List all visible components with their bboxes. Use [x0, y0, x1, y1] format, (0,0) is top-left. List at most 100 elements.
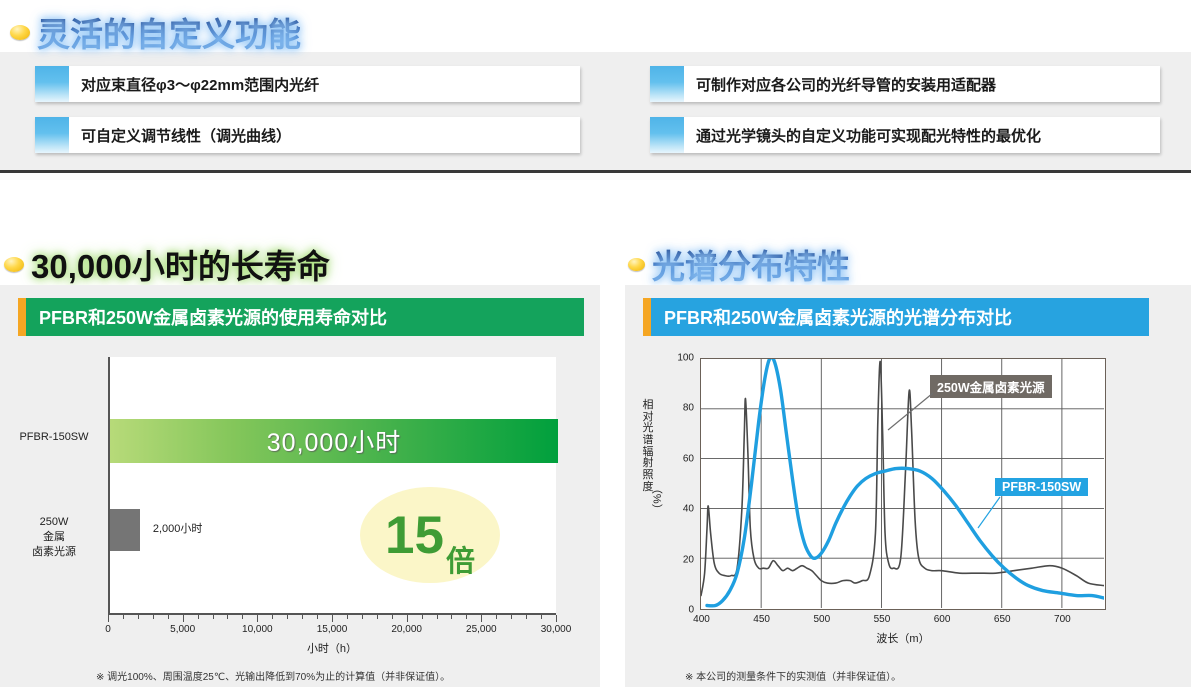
spectrum-y-tick-label: 100 [677, 352, 694, 364]
heading-custom-features-label: 灵活的自定义功能 [37, 8, 301, 56]
feature-label: 可自定义调节线性（调光曲线） [81, 127, 292, 145]
bar-minor-tick [361, 615, 363, 619]
callout-pfbr: PFBR-150SW [995, 478, 1089, 496]
bar-pfbr: 30,000小时 [110, 419, 558, 463]
spectrum-y-axis-title: 相对光谱辐射照度（%） [642, 399, 663, 515]
banner-accent-bar [643, 298, 651, 336]
feature-swatch-icon [35, 117, 69, 153]
callout-metal-halide: 250W金属卤素光源 [930, 375, 1052, 398]
oval-bullet-icon [10, 24, 30, 40]
bar-minor-tick [152, 615, 154, 619]
bar-category-text-line1: 250W [39, 516, 69, 528]
bar-minor-tick [391, 615, 393, 619]
bar-minor-tick [212, 615, 214, 619]
spectrum-y-tick-label: 60 [682, 453, 694, 465]
bar-minor-tick [287, 615, 289, 619]
heading-lifetime-label: 30,000小时的长寿命 [31, 248, 330, 285]
bar-minor-tick [466, 615, 468, 619]
spectrum-x-tick-label: 400 [693, 614, 710, 625]
bar-x-tick-label: 15,000 [316, 624, 348, 635]
bar-major-tick [556, 615, 557, 622]
bar-minor-tick [421, 615, 423, 619]
spectrum-x-axis-title: 波长（m） [876, 633, 930, 645]
spectrum-x-tick-label: 600 [933, 614, 951, 625]
bar-minor-tick [227, 615, 229, 619]
spectrum-banner-label: PFBR和250W金属卤素光源的光谱分布对比 [664, 308, 1013, 328]
bar-minor-tick [436, 615, 438, 619]
bar-major-tick [257, 615, 259, 622]
bar-category-label-1: 250W 金属 卤素光源 [8, 515, 100, 560]
section-divider [0, 170, 1191, 173]
bar-minor-tick [167, 615, 169, 619]
feature-label: 通过光学镜头的自定义功能可实现配光特性的最优化 [696, 127, 1042, 145]
feature-label: 可制作对应各公司的光纤导管的安装用适配器 [696, 76, 997, 94]
feature-swatch-icon [650, 117, 684, 153]
bar-major-tick [108, 615, 109, 622]
bar-major-tick [406, 615, 408, 622]
bar-minor-tick [272, 615, 274, 619]
bar-minor-tick [302, 615, 304, 619]
feature-chip[interactable]: 对应束直径φ3～φ22mm范围内光纤 [35, 66, 580, 102]
spectrum-y-tick-label: 40 [682, 503, 694, 515]
bar-major-tick [332, 615, 333, 622]
bar-category-label-0: PFBR-150SW [8, 430, 100, 445]
bar-major-tick [481, 615, 483, 622]
bar-x-ticks [108, 615, 557, 622]
bar-minor-tick [541, 615, 543, 619]
spectrum-y-tick-label: 20 [682, 554, 694, 566]
bar-category-text: PFBR-150SW [19, 431, 89, 443]
bar-major-tick [182, 615, 184, 622]
bar-x-tick-label: 25,000 [466, 624, 497, 635]
spectrum-banner: PFBR和250W金属卤素光源的光谱分布对比 [643, 298, 1149, 336]
bar-minor-tick [376, 615, 378, 619]
spectrum-series-pfbr [705, 355, 1106, 608]
feature-swatch-icon [650, 66, 684, 102]
spectrum-note: ※ 本公司的测量条件下的实测值（并非保证值）。 [685, 672, 902, 683]
banner-accent-bar [18, 298, 26, 336]
bar-plot-area: 30,000小时 2,000小时 15 倍 [108, 357, 558, 615]
feature-label: 对应束直径φ3～φ22mm范围内光纤 [81, 76, 320, 94]
bar-x-tick-labels: 0 5,000 10,000 15,000 20,000 25,000 30,000 [105, 624, 571, 638]
spectrum-x-tick-label: 700 [1054, 614, 1071, 625]
lifetime-banner: PFBR和250W金属卤素光源的使用寿命对比 [18, 298, 584, 336]
bar-category-text-line2: 金属 [43, 530, 65, 543]
bar-minor-tick [511, 615, 513, 619]
feature-chip[interactable]: 可制作对应各公司的光纤导管的安装用适配器 [650, 66, 1160, 102]
lifetime-banner-label: PFBR和250W金属卤素光源的使用寿命对比 [39, 308, 388, 328]
multiplier-number: 15 [385, 505, 444, 565]
feature-chip[interactable]: 通过光学镜头的自定义功能可实现配光特性的最优化 [650, 117, 1160, 153]
bar-minor-tick [526, 615, 528, 619]
bar-x-tick-label: 0 [105, 624, 111, 635]
bar-minor-tick [137, 615, 139, 619]
bar-minor-tick [122, 615, 124, 619]
heading-spectrum: 光谱分布特性 [628, 240, 850, 288]
bar-metal-halide-value-label: 2,000小时 [152, 523, 203, 535]
lifetime-note: ※ 调光100%、周围温度25℃、光输出降低到70%为止的计算值（并非保证值）。 [96, 672, 451, 683]
spectrum-y-tick-labels: 0 20 40 60 80 100 [654, 352, 698, 616]
bar-category-text-line3: 卤素光源 [32, 545, 76, 558]
spectrum-x-tick-label: 450 [753, 614, 770, 625]
multiplier-badge: 15 倍 [360, 487, 500, 583]
spectrum-y-tick-label: 80 [682, 402, 694, 414]
spectrum-x-tick-labels: 400 450 500 550 600 650 700 [693, 614, 1106, 628]
bar-minor-tick [242, 615, 244, 619]
heading-lifetime: 30,000小时的长寿命 [4, 240, 330, 288]
bar-x-axis-title: 小时（h） [306, 643, 358, 655]
spectrum-y-tick-label: 0 [688, 604, 694, 616]
bar-x-tick-label: 5,000 [170, 624, 196, 635]
bar-pfbr-value-label: 30,000小时 [266, 429, 402, 457]
spectrum-x-tick-label: 550 [873, 614, 891, 625]
bar-minor-tick [496, 615, 498, 619]
oval-bullet-icon [628, 257, 645, 271]
spectrum-line-chart: 相对光谱辐射照度（%） 0 20 40 60 80 100 400 450 500 550 600… [636, 352, 1181, 652]
bar-minor-tick [451, 615, 453, 619]
bar-x-tick-label: 20,000 [391, 624, 422, 635]
spectrum-x-tick-label: 500 [813, 614, 831, 625]
bar-x-tick-label: 10,000 [242, 624, 273, 635]
feature-chip[interactable]: 可自定义调节线性（调光曲线） [35, 117, 580, 153]
oval-bullet-icon [4, 256, 24, 272]
bar-minor-tick [197, 615, 199, 619]
bar-x-tick-label: 30,000 [540, 624, 572, 635]
bar-metal-halide [110, 509, 140, 551]
